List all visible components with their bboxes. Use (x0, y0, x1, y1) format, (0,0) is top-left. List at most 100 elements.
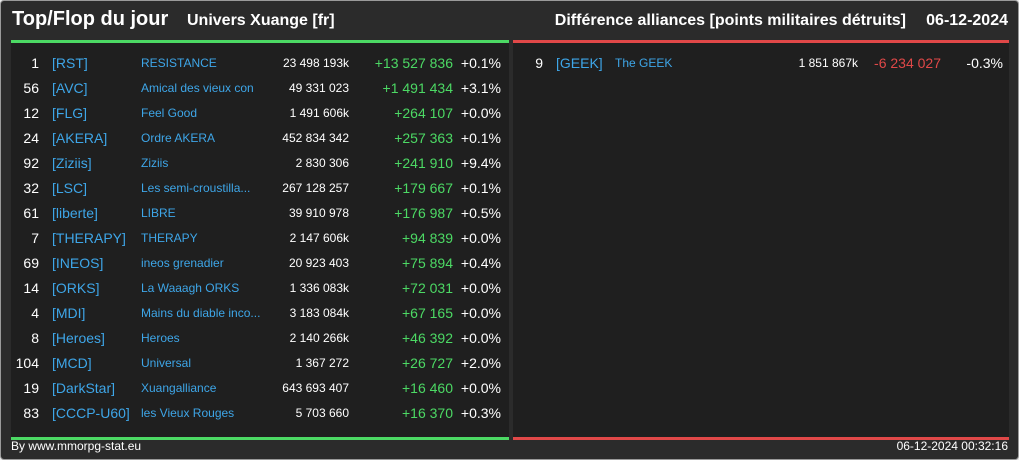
alliance-tag-link[interactable]: [THERAPY] (52, 230, 126, 246)
percent-change: -0.3% (966, 55, 1003, 71)
points-difference: +26 727 (402, 355, 453, 371)
percent-change: +0.0% (460, 280, 501, 296)
points-difference: +257 363 (394, 130, 453, 146)
alliance-name-link[interactable]: Amical des vieux con (141, 81, 254, 95)
alliance-rank: 92 (23, 155, 39, 171)
alliance-name-link[interactable]: Mains du diable inco... (141, 306, 261, 320)
percent-change: +0.1% (460, 55, 501, 71)
alliance-points: 20 923 403 (288, 256, 349, 270)
alliance-tag-link[interactable]: [CCCP-U60] (52, 405, 130, 421)
points-difference: -6 234 027 (874, 55, 941, 71)
percent-change: +0.4% (460, 255, 501, 271)
alliance-points: 23 498 193k (282, 56, 349, 70)
alliance-tag-link[interactable]: [AKERA] (52, 130, 108, 146)
alliance-rank: 14 (23, 280, 39, 296)
top-row: 69 [INEOS] ineos grenadier 20 923 403 +75 89… (11, 251, 509, 276)
header: Top/Flop du jour Univers Xuange [fr] Dif… (1, 1, 1018, 41)
points-difference: +94 839 (402, 230, 453, 246)
alliance-name-link[interactable]: Universal (141, 356, 192, 370)
percent-change: +0.0% (460, 230, 501, 246)
alliance-name-link[interactable]: Ziziis (141, 156, 169, 170)
alliance-points: 2 140 266k (289, 331, 349, 345)
alliance-points: 1 491 606k (289, 106, 349, 120)
alliance-name-link[interactable]: les Vieux Rouges (141, 406, 235, 420)
alliance-rank: 4 (31, 305, 39, 321)
alliance-points: 2 830 306 (295, 156, 349, 170)
points-difference: +241 910 (394, 155, 453, 171)
points-difference: +46 392 (402, 330, 453, 346)
alliance-rank: 7 (31, 230, 39, 246)
alliance-rank: 69 (23, 255, 39, 271)
top-row: 19 [DarkStar] Xuangalliance 643 693 407 +16 … (11, 376, 509, 401)
percent-change: +2.0% (460, 355, 501, 371)
alliance-name-link[interactable]: Xuangalliance (141, 381, 217, 395)
alliance-tag-link[interactable]: [Ziziis] (52, 155, 92, 171)
universe-label: Univers Xuange [fr] (187, 12, 335, 29)
points-difference: +67 165 (402, 305, 453, 321)
flop-panel: 9 [GEEK] The GEEK 1 851 867k -6 234 027 -0.3% (513, 40, 1009, 440)
alliance-name-link[interactable]: Les semi-croustilla... (141, 181, 251, 195)
alliance-tag-link[interactable]: [LSC] (52, 180, 88, 196)
alliance-tag-link[interactable]: [GEEK] (556, 55, 603, 71)
alliance-name-link[interactable]: LIBRE (141, 206, 176, 220)
alliance-tag-link[interactable]: [FLG] (52, 105, 88, 121)
alliance-name-link[interactable]: THERAPY (141, 231, 198, 245)
percent-change: +0.0% (460, 105, 501, 121)
page-title: Top/Flop du jour (12, 8, 169, 30)
alliance-tag-link[interactable]: [ORKS] (52, 280, 100, 296)
subject-label: Différence alliances [points militaires … (554, 12, 906, 29)
percent-change: +0.1% (460, 130, 501, 146)
alliance-points: 1 367 272 (295, 356, 349, 370)
top-row: 61 [liberte] LIBRE 39 910 978 +176 987 +0.5% (11, 201, 509, 226)
alliance-tag-link[interactable]: [AVC] (52, 80, 88, 96)
alliance-points: 267 128 257 (282, 181, 349, 195)
alliance-rank: 104 (15, 355, 39, 371)
alliance-name-link[interactable]: ineos grenadier (141, 256, 224, 270)
alliance-name-link[interactable]: The GEEK (615, 56, 673, 70)
alliance-points: 643 693 407 (282, 381, 349, 395)
alliance-name-link[interactable]: La Waaagh ORKS (141, 281, 240, 295)
alliance-tag-link[interactable]: [Heroes] (52, 330, 105, 346)
alliance-tag-link[interactable]: [INEOS] (52, 255, 104, 271)
alliance-name-link[interactable]: Ordre AKERA (141, 131, 216, 145)
alliance-tag-link[interactable]: [DarkStar] (52, 380, 116, 396)
percent-change: +0.0% (460, 330, 501, 346)
top-row: 14 [ORKS] La Waaagh ORKS 1 336 083k +72 031 +… (11, 276, 509, 301)
alliance-points: 49 331 023 (288, 81, 349, 95)
credit-link[interactable]: By www.mmorpg-stat.eu (11, 439, 142, 453)
top-row: 56 [AVC] Amical des vieux con 49 331 023 +1 … (11, 76, 509, 101)
alliance-points: 1 851 867k (798, 56, 858, 70)
top-row: 104 [MCD] Universal 1 367 272 +26 727 +2.0% (11, 351, 509, 376)
percent-change: +0.0% (460, 305, 501, 321)
points-difference: +176 987 (394, 205, 453, 221)
points-difference: +16 460 (402, 380, 453, 396)
alliance-tag-link[interactable]: [MCD] (52, 355, 92, 371)
alliance-rank: 9 (535, 55, 543, 71)
top-panel: 1 [RST] RESISTANCE 23 498 193k +13 527 836 +0… (11, 40, 509, 440)
alliance-rank: 24 (23, 130, 39, 146)
alliance-tag-link[interactable]: [liberte] (52, 205, 98, 221)
percent-change: +0.3% (460, 405, 501, 421)
alliance-tag-link[interactable]: [RST] (52, 55, 88, 71)
top-row: 1 [RST] RESISTANCE 23 498 193k +13 527 836 +0… (11, 51, 509, 76)
percent-change: +0.5% (460, 205, 501, 221)
alliance-name-link[interactable]: Heroes (141, 331, 180, 345)
alliance-rank: 83 (23, 405, 39, 421)
alliance-rank: 32 (23, 180, 39, 196)
alliance-name-link[interactable]: Feel Good (141, 106, 198, 120)
percent-change: +3.1% (460, 80, 501, 96)
alliance-rank: 1 (31, 55, 39, 71)
alliance-name-link[interactable]: RESISTANCE (141, 56, 217, 70)
alliance-tag-link[interactable]: [MDI] (52, 305, 86, 321)
alliance-points: 39 910 978 (288, 206, 349, 220)
generated-timestamp: 06-12-2024 00:32:16 (896, 439, 1008, 453)
footer: By www.mmorpg-stat.eu 06-12-2024 00:32:1… (1, 437, 1018, 457)
top-row: 83 [CCCP-U60] les Vieux Rouges 5 703 660 +16… (11, 401, 509, 426)
alliance-points: 2 147 606k (289, 231, 349, 245)
alliance-rank: 8 (31, 330, 39, 346)
top-row: 32 [LSC] Les semi-croustilla... 267 128 257… (11, 176, 509, 201)
points-difference: +13 527 836 (374, 55, 453, 71)
points-difference: +1 491 434 (382, 80, 453, 96)
top-row: 92 [Ziziis] Ziziis 2 830 306 +241 910 +9.4% (11, 151, 509, 176)
alliance-rank: 12 (23, 105, 39, 121)
